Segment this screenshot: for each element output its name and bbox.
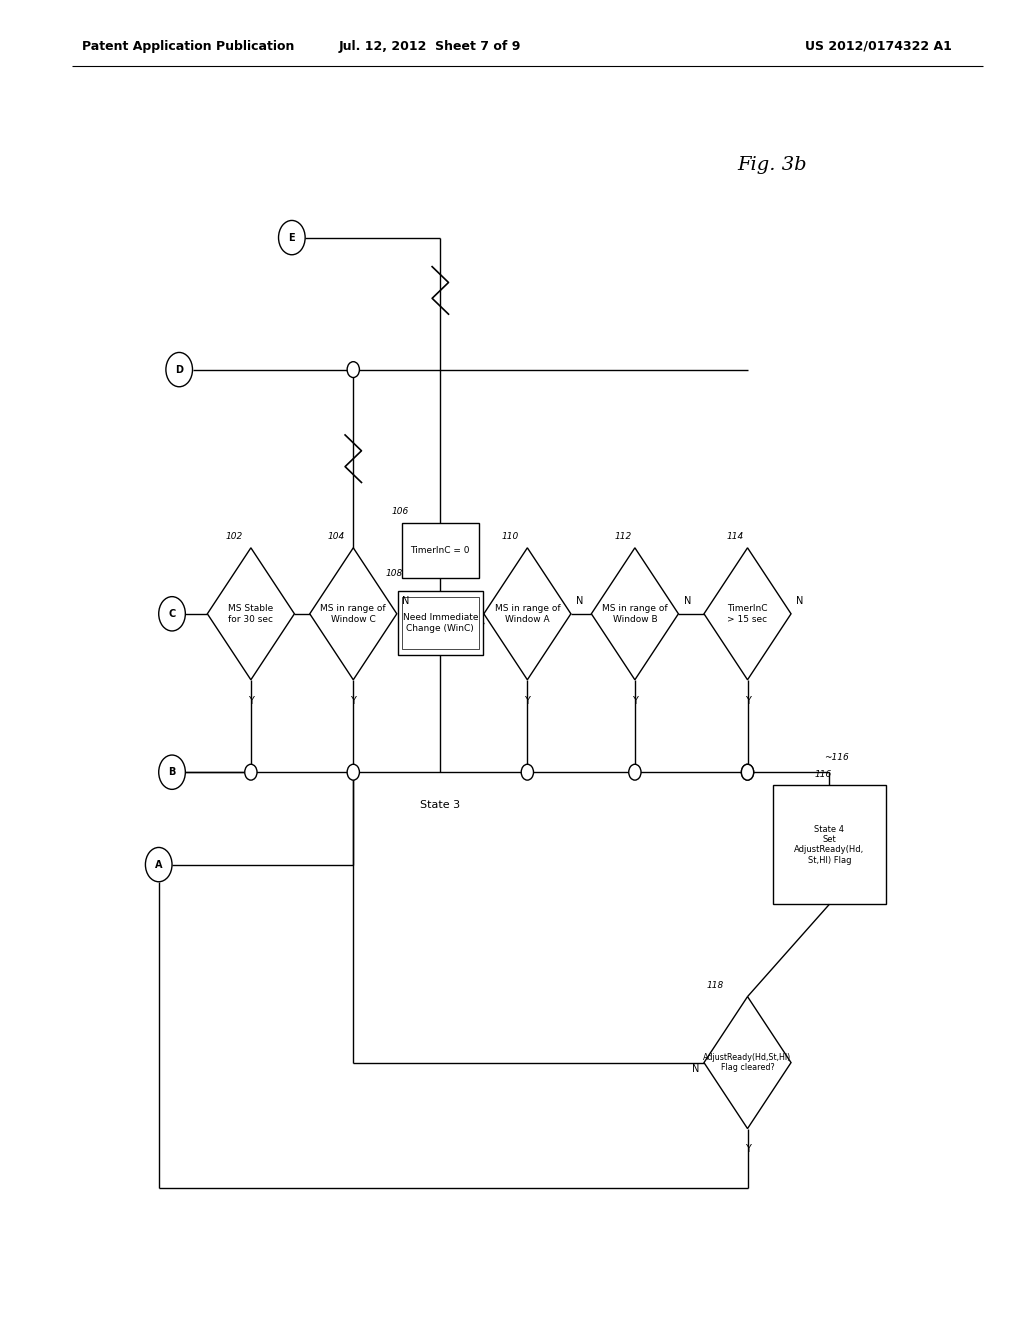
Text: Patent Application Publication: Patent Application Publication (82, 40, 294, 53)
Circle shape (347, 362, 359, 378)
Text: MS in range of
Window B: MS in range of Window B (602, 605, 668, 623)
Circle shape (347, 764, 359, 780)
Text: N: N (691, 1064, 698, 1074)
Text: 104: 104 (328, 532, 345, 541)
Text: 116: 116 (814, 770, 831, 779)
Text: Y: Y (524, 696, 530, 706)
Circle shape (741, 764, 754, 780)
Text: TimerInC
> 15 sec: TimerInC > 15 sec (727, 605, 768, 623)
Text: 108: 108 (386, 569, 403, 578)
Text: N: N (575, 595, 584, 606)
Circle shape (245, 764, 257, 780)
Text: TimerInC = 0: TimerInC = 0 (411, 546, 470, 554)
Text: A: A (155, 859, 163, 870)
Text: N: N (684, 595, 691, 606)
Text: MS in range of
Window C: MS in range of Window C (321, 605, 386, 623)
Text: MS Stable
for 30 sec: MS Stable for 30 sec (228, 605, 273, 623)
Text: E: E (289, 232, 295, 243)
Text: State 3: State 3 (420, 800, 461, 810)
Circle shape (629, 764, 641, 780)
Text: 106: 106 (391, 507, 409, 516)
Text: Y: Y (248, 696, 254, 706)
Text: Y: Y (350, 696, 356, 706)
Text: 102: 102 (225, 532, 243, 541)
Text: C: C (168, 609, 176, 619)
Text: Y: Y (744, 696, 751, 706)
Text: AdjustReady(Hd,St,Hl)
Flag cleared?: AdjustReady(Hd,St,Hl) Flag cleared? (703, 1053, 792, 1072)
Text: N: N (797, 595, 804, 606)
Text: N: N (401, 595, 410, 606)
Text: ~116: ~116 (824, 752, 849, 762)
Text: 118: 118 (707, 981, 724, 990)
Circle shape (741, 764, 754, 780)
Text: 114: 114 (727, 532, 744, 541)
Text: State 4
Set
AdjustReady(Hd,
St,Hl) Flag: State 4 Set AdjustReady(Hd, St,Hl) Flag (795, 825, 864, 865)
Text: Fig. 3b: Fig. 3b (737, 156, 807, 174)
Text: D: D (175, 364, 183, 375)
Text: Jul. 12, 2012  Sheet 7 of 9: Jul. 12, 2012 Sheet 7 of 9 (339, 40, 521, 53)
Text: Need Immediate
Change (WinC): Need Immediate Change (WinC) (402, 614, 478, 632)
Text: US 2012/0174322 A1: US 2012/0174322 A1 (806, 40, 952, 53)
Text: 110: 110 (502, 532, 519, 541)
Text: 112: 112 (614, 532, 632, 541)
Text: Y: Y (632, 696, 638, 706)
Text: MS in range of
Window A: MS in range of Window A (495, 605, 560, 623)
Circle shape (521, 764, 534, 780)
Text: B: B (168, 767, 176, 777)
Text: Y: Y (744, 1144, 751, 1155)
